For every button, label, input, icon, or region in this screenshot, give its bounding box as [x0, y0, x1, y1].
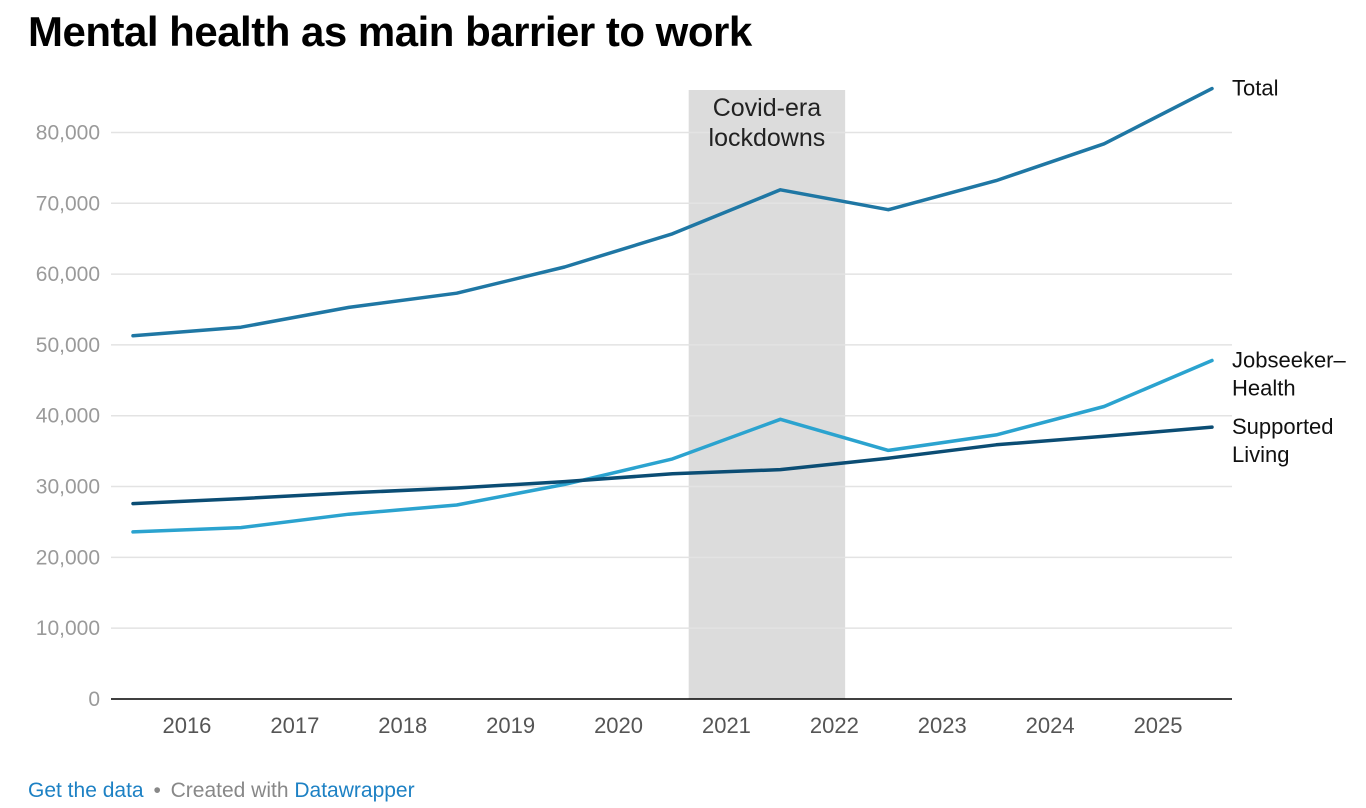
x-tick-label-2020: 2020 [594, 713, 643, 738]
series-label-jobseeker-line-1: Jobseeker– [1232, 348, 1347, 373]
series-label-jobseeker: Jobseeker– Health [1232, 348, 1347, 401]
created-with-text: Created with [170, 779, 289, 802]
y-tick-label-20000: 20,000 [36, 546, 100, 569]
series-labels: Total Jobseeker– Health Supported Living [1232, 76, 1347, 467]
footer-separator: • [153, 779, 161, 802]
y-tick-label-70000: 70,000 [36, 192, 100, 215]
x-tick-label-2025: 2025 [1134, 713, 1183, 738]
y-tick-label-60000: 60,000 [36, 263, 100, 286]
footer: Get the data • Created with Datawrapper [28, 779, 415, 803]
y-tick-label-10000: 10,000 [36, 617, 100, 640]
x-tick-label-2022: 2022 [810, 713, 859, 738]
y-tick-label-0: 0 [88, 688, 100, 711]
x-tick-label-2023: 2023 [918, 713, 967, 738]
series-label-supported: Supported Living [1232, 414, 1334, 467]
band-layer [688, 90, 846, 699]
series-label-supported-line-1: Supported [1232, 414, 1334, 439]
series-line-supported [131, 425, 1214, 506]
band-label-line-1: Covid-era [713, 94, 821, 122]
covid-band [688, 90, 846, 699]
line-chart: 0 10,000 20,000 30,000 40,000 50,000 60,000 70,… [36, 76, 1347, 738]
series-line-total [131, 86, 1214, 338]
x-tick-label-2019: 2019 [486, 713, 535, 738]
series-label-total: Total [1232, 76, 1278, 101]
get-data-link[interactable]: Get the data [28, 779, 144, 802]
y-axis-ticks: 0 10,000 20,000 30,000 40,000 50,000 60,000 70,… [36, 121, 100, 711]
x-tick-label-2024: 2024 [1026, 713, 1075, 738]
series-lines [131, 86, 1214, 534]
series-label-total-line-1: Total [1232, 76, 1278, 101]
x-tick-label-2016: 2016 [162, 713, 211, 738]
gridlines [111, 131, 1232, 629]
series-label-supported-line-2: Living [1232, 442, 1289, 467]
y-tick-label-80000: 80,000 [36, 121, 100, 144]
x-tick-label-2021: 2021 [702, 713, 751, 738]
series-label-jobseeker-line-2: Health [1232, 376, 1296, 401]
x-tick-label-2017: 2017 [270, 713, 319, 738]
y-tick-label-40000: 40,000 [36, 405, 100, 428]
y-tick-label-50000: 50,000 [36, 334, 100, 357]
chart-title: Mental health as main barrier to work [28, 8, 752, 55]
y-tick-label-30000: 30,000 [36, 476, 100, 499]
datawrapper-link[interactable]: Datawrapper [294, 779, 415, 802]
band-label-line-2: lockdowns [709, 124, 826, 152]
series-line-jobseeker [131, 358, 1214, 534]
x-tick-label-2018: 2018 [378, 713, 427, 738]
x-axis-ticks: 2016 2017 2018 2019 2020 2021 2022 2023 2024 2025 [162, 713, 1182, 738]
